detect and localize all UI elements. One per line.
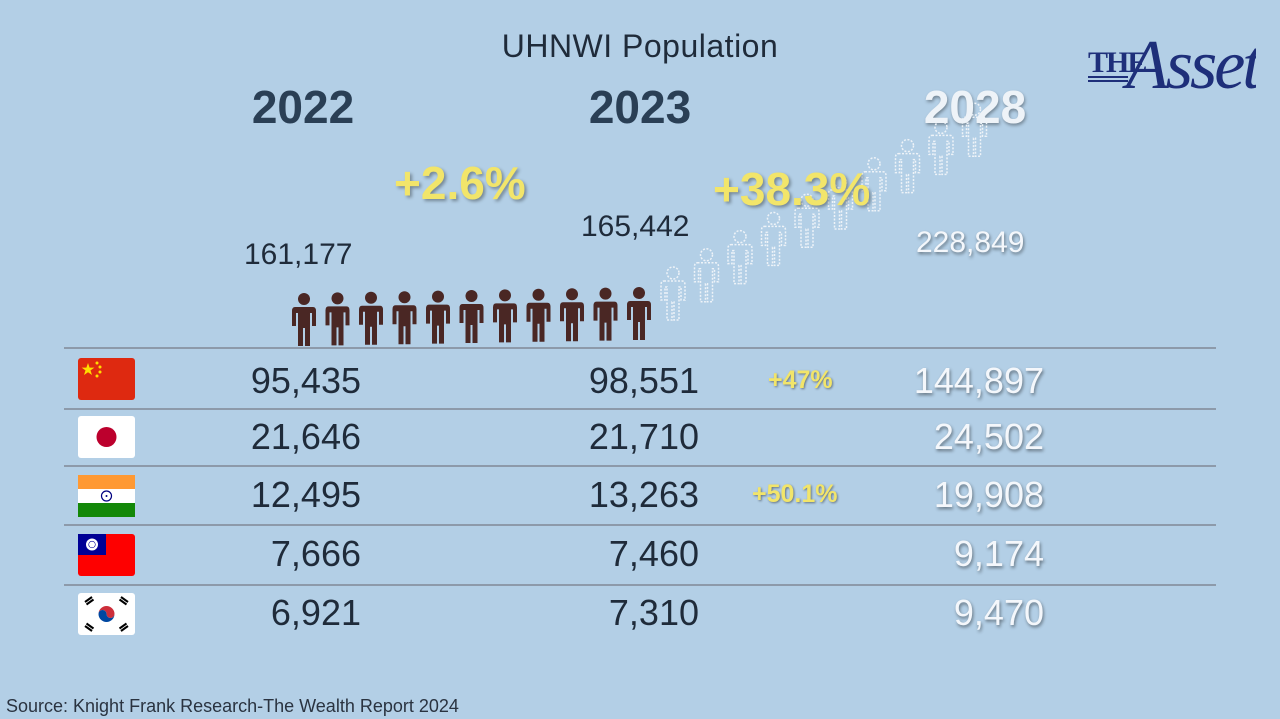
person-figure-outline [928, 120, 954, 176]
person-figure-solid [526, 288, 551, 342]
person-figure-outline [894, 138, 921, 194]
table-divider [64, 584, 1216, 586]
the-asset-logo: THE Asset [1088, 27, 1256, 98]
year-2022-header: 2022 [251, 81, 355, 133]
table-divider [64, 465, 1216, 467]
growth-2023-2028: +38.3% [713, 163, 871, 215]
year-2028-header: 2028 [923, 81, 1027, 133]
table-cell: 19,908 [933, 474, 1044, 515]
person-figure-solid [493, 289, 517, 343]
person-figure-outline [861, 157, 887, 212]
person-figure-solid [627, 287, 651, 340]
table-divider [64, 524, 1216, 526]
table-cell: 24,502 [933, 416, 1044, 457]
growth-2022-2023: +2.6% [394, 157, 526, 209]
row-change: +50.1% [752, 480, 838, 508]
japan-flag-icon [78, 416, 135, 458]
person-figure-outline [760, 211, 787, 267]
chart-title: UHNWI Population [501, 28, 779, 64]
person-figure-solid [325, 292, 350, 346]
population-pictogram [292, 102, 988, 346]
table-cell: 6,921 [270, 592, 361, 633]
table-cell: 21,710 [588, 416, 699, 457]
table-cell: 12,495 [250, 474, 361, 515]
table-cell: 95,435 [250, 360, 361, 401]
total-2028: 228,849 [916, 226, 1025, 259]
china-flag-icon [78, 358, 135, 400]
india-flag-icon [78, 475, 135, 517]
table-cell: 13,263 [588, 474, 699, 515]
person-figure-solid [292, 293, 316, 346]
person-figure-outline [794, 193, 820, 248]
person-figure-outline [827, 175, 854, 230]
svg-text:THE: THE [1088, 46, 1146, 79]
table-cell: 7,310 [608, 592, 699, 633]
table-cell: 144,897 [913, 360, 1044, 401]
person-figure-outline [961, 102, 988, 157]
table-cell: 9,174 [953, 533, 1044, 574]
table-cell: 7,460 [608, 533, 699, 574]
person-figure-solid [560, 288, 584, 342]
person-figure-outline [660, 266, 686, 321]
taiwan-flag-icon [78, 534, 135, 576]
table-divider [64, 408, 1216, 410]
table-cell: 7,666 [270, 533, 361, 574]
table-cell: 21,646 [250, 416, 361, 457]
table-cell: 98,551 [588, 360, 699, 401]
south-korea-flag-icon [78, 593, 135, 635]
table-cell: 9,470 [953, 592, 1044, 633]
total-2022: 161,177 [244, 238, 353, 271]
person-figure-solid [392, 291, 417, 345]
person-figure-outline [727, 229, 753, 285]
person-figure-solid [593, 287, 618, 341]
person-figure-outline [693, 248, 720, 303]
person-figure-solid [426, 290, 450, 344]
table-divider [64, 347, 1216, 349]
person-figure-solid [459, 290, 484, 343]
svg-text:Asset: Asset [1122, 27, 1256, 98]
person-figure-solid [359, 291, 383, 345]
source-note: Source: Knight Frank Research-The Wealth… [6, 696, 459, 716]
row-change: +47% [768, 366, 833, 394]
year-2023-header: 2023 [588, 81, 692, 133]
total-2023: 165,442 [581, 210, 690, 243]
